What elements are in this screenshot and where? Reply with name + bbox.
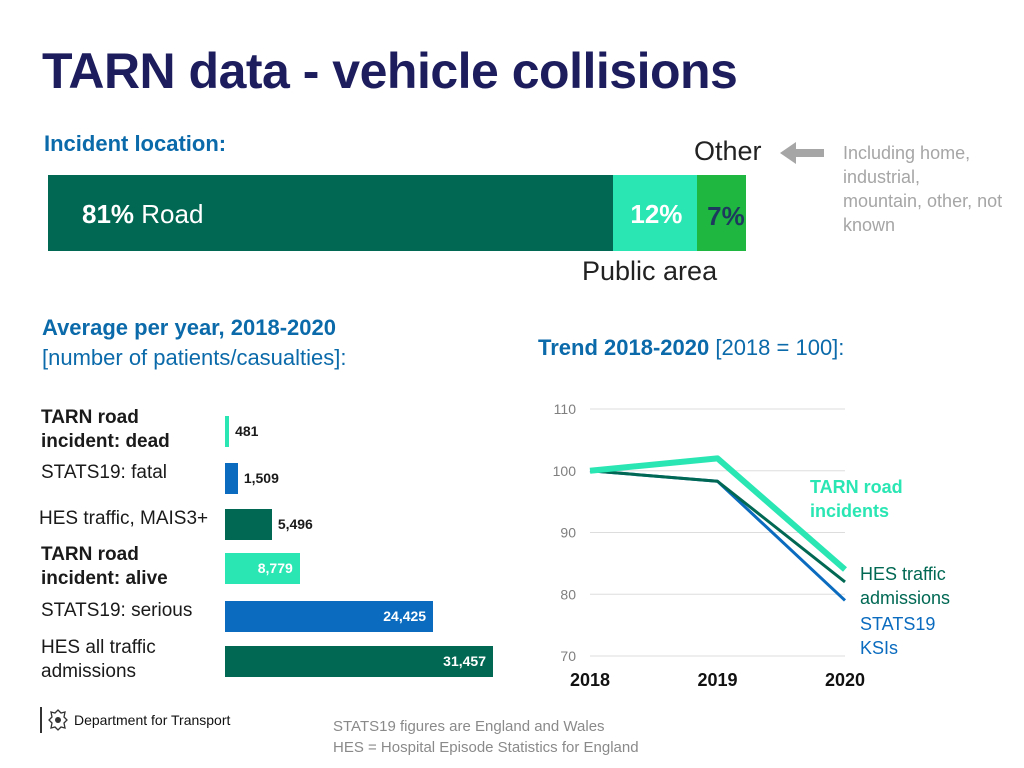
location-heading: Incident location: bbox=[44, 131, 227, 156]
avg-subheading: [number of patients/casualties]: bbox=[42, 345, 347, 370]
y-tick-label: 90 bbox=[560, 525, 576, 541]
other-note: Including home, industrial, mountain, ot… bbox=[843, 143, 1003, 235]
series-line bbox=[589, 455, 847, 572]
bar: 481 bbox=[225, 416, 258, 447]
series-label-line: admissions bbox=[860, 588, 951, 608]
bar-category-label: STATS19: fatal bbox=[41, 461, 167, 485]
page-title: TARN data - vehicle collisions bbox=[42, 43, 738, 99]
bar-value-label: 31,457 bbox=[443, 653, 486, 669]
series-label-line: HES traffic bbox=[860, 564, 946, 584]
bar-value-label: 1,509 bbox=[243, 470, 279, 486]
series-label: HES traffic admissions bbox=[860, 562, 950, 610]
bar-value-label: 24,425 bbox=[383, 608, 427, 624]
series-label: STATS19 KSIs bbox=[860, 612, 935, 660]
bar-category-label: TARN road incident: alive bbox=[41, 543, 168, 591]
bar-value-label: 8,779 bbox=[257, 560, 293, 576]
y-tick-label: 70 bbox=[560, 648, 576, 664]
bar-category-label: TARN road incident: dead bbox=[41, 406, 170, 454]
bar-category-label-line: STATS19: serious bbox=[41, 600, 193, 621]
bar-value-label: 5,496 bbox=[277, 516, 313, 532]
public-area-title: Public area bbox=[582, 256, 718, 286]
y-tick-label: 100 bbox=[553, 463, 577, 479]
footnote: STATS19 figures are England and Wales HE… bbox=[333, 716, 639, 758]
x-tick-label: 2018 bbox=[570, 670, 610, 690]
dft-logo: Department for Transport bbox=[40, 706, 230, 734]
bar: 8,779 bbox=[225, 553, 300, 584]
series-label-line: incidents bbox=[810, 501, 890, 521]
footnote-line-1: STATS19 figures are England and Wales bbox=[333, 718, 605, 735]
bar-category-label-line: incident: alive bbox=[41, 568, 168, 589]
trend-heading: Trend 2018-2020 [2018 = 100]: bbox=[538, 335, 845, 360]
series-label-line: STATS19 bbox=[860, 614, 936, 634]
series-label: TARN road incidents bbox=[810, 475, 903, 523]
dft-logo-text: Department for Transport bbox=[74, 712, 231, 728]
avg-heading: Average per year, 2018-2020 bbox=[42, 315, 336, 340]
bar-category-label-line: admissions bbox=[41, 661, 137, 682]
x-tick-label: 2019 bbox=[697, 670, 737, 690]
trend-line-chart: 70 80 90 100 110 2018 2019 2020 bbox=[553, 401, 865, 690]
y-tick-label: 80 bbox=[560, 586, 576, 602]
bar-category-label-line: TARN road bbox=[41, 407, 139, 428]
x-tick-label: 2020 bbox=[825, 670, 865, 690]
bar: 24,425 bbox=[225, 601, 434, 632]
public-pct-label: 12% bbox=[630, 199, 683, 229]
series-label-line: TARN road bbox=[810, 477, 903, 497]
segment-road: 81% Road bbox=[48, 175, 614, 251]
segment-other: 7% bbox=[697, 175, 746, 251]
bar: 1,509 bbox=[225, 463, 279, 494]
bar-category-label: STATS19: serious bbox=[41, 599, 192, 623]
bar-category-label-line: STATS19: fatal bbox=[41, 462, 168, 483]
bar-category-label: HES all traffic admissions bbox=[41, 636, 156, 684]
segment-public-area: 12% bbox=[613, 175, 698, 251]
bar-category-label-line: TARN road bbox=[41, 544, 139, 565]
crest-icon bbox=[48, 709, 68, 731]
arrow-left-icon bbox=[780, 142, 824, 164]
bar: 31,457 bbox=[225, 646, 493, 677]
logo-divider bbox=[40, 707, 42, 733]
series-label-line: KSIs bbox=[860, 638, 899, 658]
y-tick-label: 110 bbox=[554, 401, 577, 417]
bar-category-label-line: incident: dead bbox=[41, 431, 170, 452]
road-label: 81% Road bbox=[82, 199, 204, 229]
bar-category-label-line: HES traffic, MAIS3+ bbox=[39, 508, 209, 529]
other-title: Other bbox=[694, 136, 762, 166]
bar-category-label-line: HES all traffic bbox=[41, 637, 156, 658]
bar-category-label: HES traffic, MAIS3+ bbox=[39, 507, 208, 531]
bar: 5,496 bbox=[225, 509, 313, 540]
location-bar: 81% Road 12% 7% bbox=[48, 175, 746, 251]
footnote-line-2: HES = Hospital Episode Statistics for En… bbox=[333, 739, 639, 756]
bar-value-label: 481 bbox=[235, 423, 259, 439]
other-pct-label: 7% bbox=[707, 201, 745, 231]
series-line bbox=[589, 469, 846, 584]
